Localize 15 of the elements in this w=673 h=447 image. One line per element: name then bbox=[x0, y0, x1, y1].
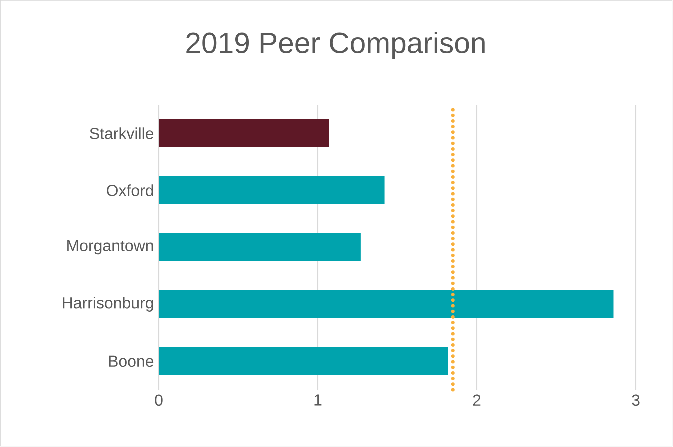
y-tick-label: Starkville bbox=[90, 128, 154, 140]
y-tick-label: Harrisonburg bbox=[63, 297, 154, 312]
bar bbox=[159, 176, 385, 204]
chart-title: 2019 Peer Comparison bbox=[186, 32, 485, 60]
x-tick-label: 1 bbox=[314, 394, 322, 406]
x-tick-label: 0 bbox=[155, 394, 163, 406]
bar bbox=[159, 348, 448, 376]
y-tick-label: Boone bbox=[109, 356, 154, 368]
x-tick-label: 3 bbox=[632, 394, 640, 406]
y-tick-label: Morgantown bbox=[68, 240, 154, 255]
y-tick-label: Oxford bbox=[107, 184, 154, 196]
bar bbox=[159, 120, 330, 148]
x-tick-label: 2 bbox=[473, 394, 481, 406]
bar bbox=[159, 290, 614, 318]
bar bbox=[159, 234, 361, 262]
